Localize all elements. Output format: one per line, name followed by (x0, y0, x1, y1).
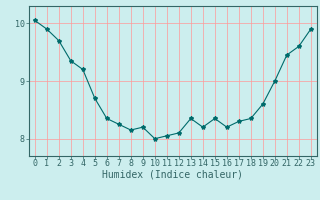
X-axis label: Humidex (Indice chaleur): Humidex (Indice chaleur) (102, 169, 243, 179)
